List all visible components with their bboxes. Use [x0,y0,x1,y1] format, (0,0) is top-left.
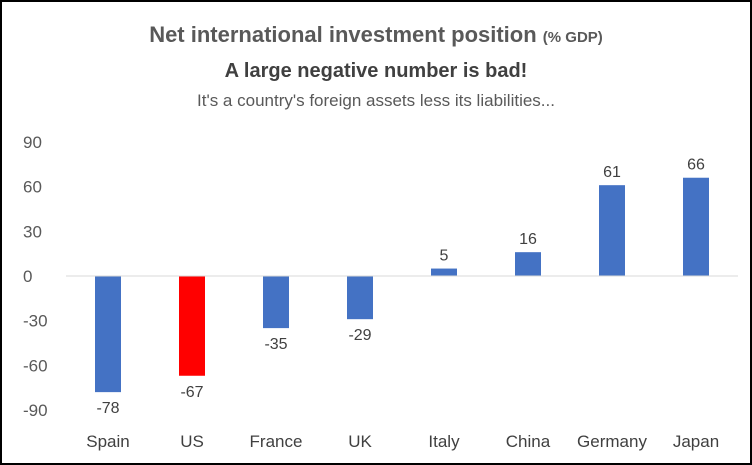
data-label: -78 [96,400,119,417]
data-label: -35 [264,336,287,353]
category-label: Japan [673,432,719,451]
category-label: France [250,432,303,451]
y-tick-label: -90 [23,401,48,420]
category-label: Italy [428,432,460,451]
category-label: Spain [86,432,129,451]
data-label: 5 [440,248,449,265]
data-label: 16 [519,231,537,248]
category-label: UK [348,432,372,451]
y-tick-label: 90 [23,133,42,152]
bar-uk [347,276,373,320]
category-label: US [180,432,204,451]
data-label: -67 [180,384,203,401]
y-tick-label: -60 [23,356,48,375]
bar-france [263,276,289,329]
bar-italy [431,268,457,276]
y-tick-label: 30 [23,222,42,241]
data-label: -29 [348,327,371,344]
chart-title: Net international investment position (%… [2,22,750,48]
y-tick-label: -30 [23,312,48,331]
bar-china [515,252,541,276]
bar-us [179,276,205,376]
chart-title-text: Net international investment position [149,22,537,47]
chart-title-unit: (% GDP) [542,29,603,46]
bar-spain [95,276,121,393]
category-label: Germany [577,432,647,451]
chart-subtitle: A large negative number is bad! [224,60,528,82]
data-label: 66 [687,157,705,174]
y-tick-label: 60 [23,178,42,197]
y-tick-label: 0 [23,267,32,286]
bar-germany [599,185,625,276]
data-label: 61 [603,164,621,181]
chart-note: It's a country's foreign assets less its… [197,91,555,110]
category-label: China [506,432,551,451]
bar-japan [683,177,709,276]
